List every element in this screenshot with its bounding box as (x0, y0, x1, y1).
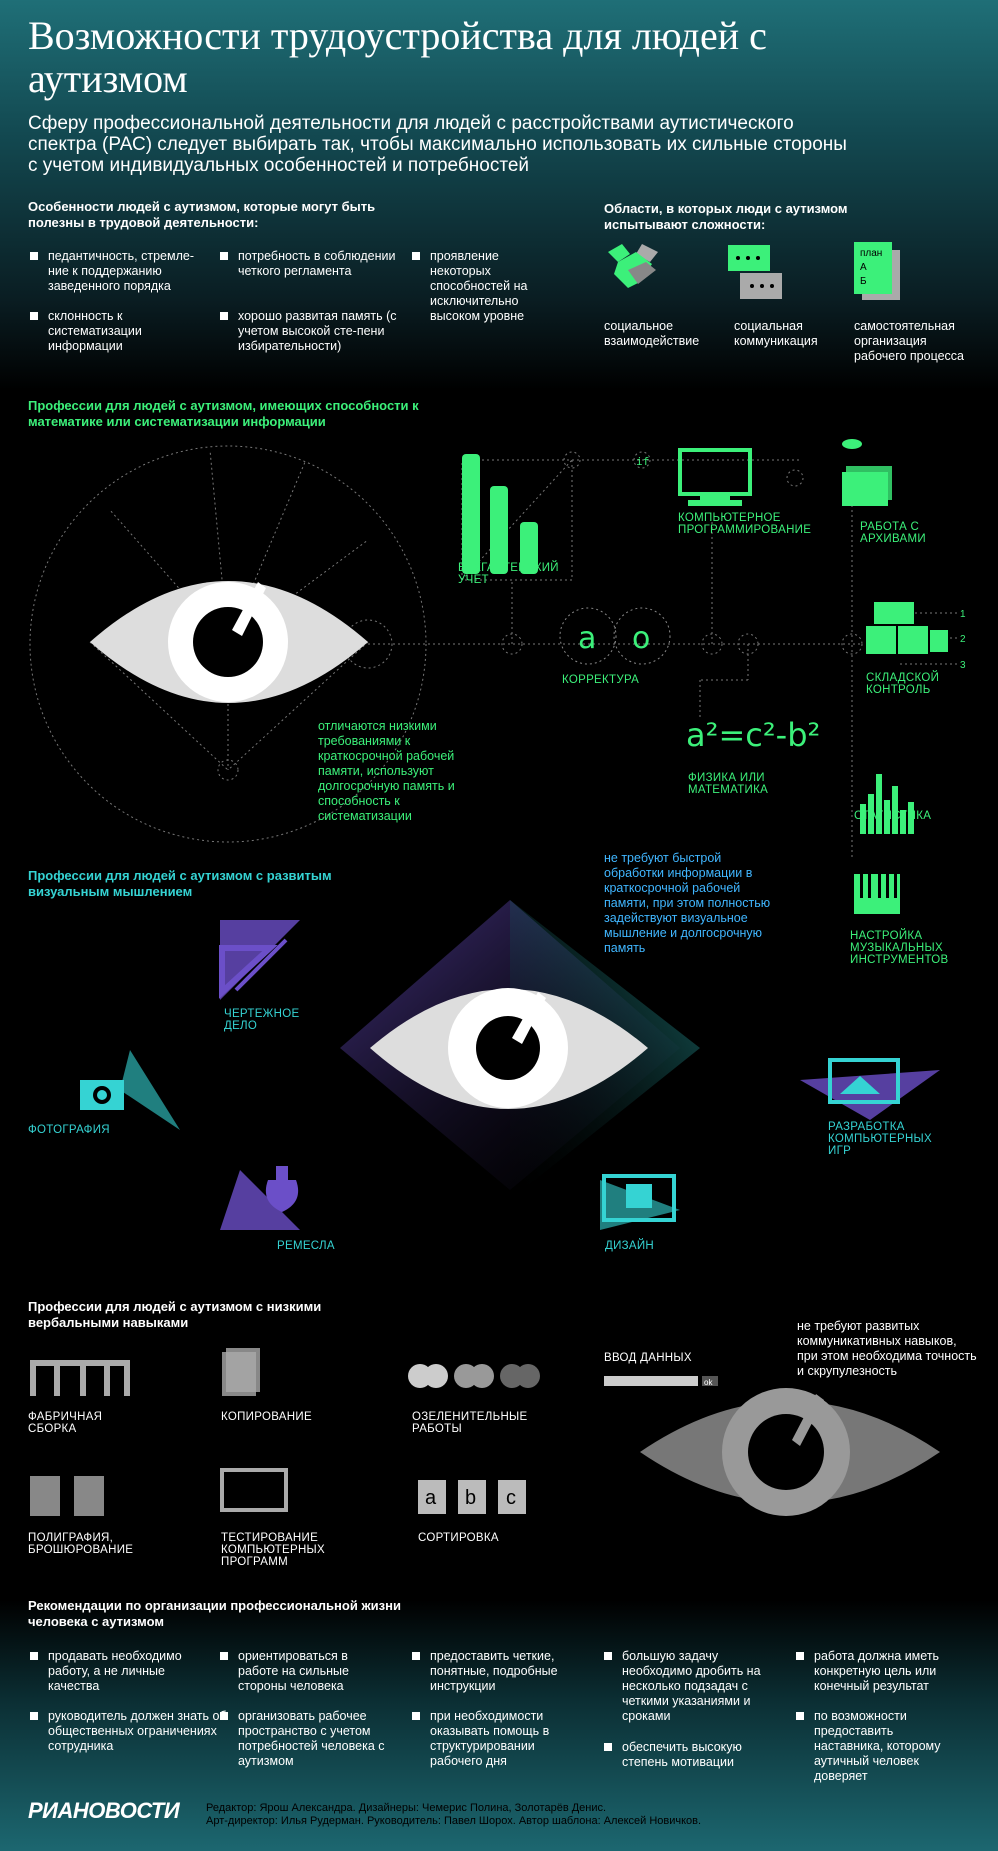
math-note: отличаются низкими требованиями к кратко… (318, 719, 455, 823)
recommendation-item: при необходимости оказывать помощь в стр… (412, 1709, 590, 1769)
verbal-diagram: ok a b c (30, 1348, 940, 1516)
math-heading: Профессии для людей с аутизмом, имеющих … (28, 398, 419, 429)
sort-b: b (465, 1487, 476, 1509)
credits-line-2: Арт-директор: Илья Рудерман. Руководител… (206, 1815, 702, 1827)
recommendation-item: обеспечить высокую степень мотивации (604, 1740, 782, 1770)
feature-item: хорошо развитая память (с учетом высокой… (220, 309, 413, 354)
visual-diagram (80, 900, 940, 1230)
plan-text: план (860, 248, 882, 259)
label-warehouse: СКЛАДСКОЙ КОНТРОЛЬ (866, 672, 940, 696)
label-programming: КОМПЬЮТЕРНОЕ ПРОГРАММИРОВАНИЕ (678, 512, 812, 536)
label-printing: ПОЛИГРАФИЯ, БРОШЮРОВАНИЕ (28, 1532, 134, 1556)
label-data-entry: ВВОД ДАННЫХ (604, 1352, 692, 1364)
label-proofreading: КОРРЕКТУРА (562, 674, 640, 686)
label-drafting: ЧЕРТЕЖНОЕ ДЕЛО (224, 1008, 300, 1032)
plan-b: Б (860, 276, 867, 287)
chat-icon (728, 245, 782, 299)
recommendation-item: большую задачу необходимо дробить на нес… (604, 1649, 782, 1724)
label-games: РАЗРАБОТКА КОМПЬЮТЕРНЫХ ИГР (828, 1121, 933, 1157)
formula: a²=c²-b² (686, 716, 820, 754)
verbal-heading: Профессии для людей с аутизмом с низкими… (28, 1299, 322, 1330)
label-testing: ТЕСТИРОВАНИЕ КОМПЬЮТЕРНЫХ ПРОГРАММ (221, 1532, 326, 1568)
recommendation-item: по возможности предоставить наставника, … (796, 1709, 964, 1784)
plan-icon: план А Б (854, 242, 900, 300)
difficulty-item: самостоятельная организация рабочего про… (854, 319, 965, 363)
label-photo: ФОТОГРАФИЯ (28, 1124, 110, 1136)
feature-item: проявление некоторых способностей на иск… (412, 249, 560, 324)
label-physics: ФИЗИКА ИЛИ МАТЕМАТИКА (688, 772, 769, 796)
label-music: НАСТРОЙКА МУЗЫКАЛЬНЫХ ИНСТРУМЕНТОВ (850, 930, 949, 966)
label-accounting: БУХГАЛТЕРСКИЙ УЧЕТ (458, 562, 559, 586)
ria-logo: РИАНОВОСТИ (28, 1798, 180, 1823)
recommendation-item: организовать рабочее пространство с учет… (220, 1709, 398, 1769)
recommendation-item: работа должна иметь конкретную цель или … (796, 1649, 974, 1694)
feature-item: педантичность, стремле-ние к поддержанию… (30, 249, 213, 294)
visual-heading: Профессии для людей с аутизмом с развиты… (28, 868, 332, 899)
wh-num-3: 3 (960, 660, 966, 671)
recommendations-heading: Рекомендации по организации профессионал… (28, 1598, 401, 1629)
difficulties-heading: Области, в которых люди с аутизмом испыт… (604, 201, 848, 232)
label-gardening: ОЗЕЛЕНИТЕЛЬНЫЕ РАБОТЫ (412, 1411, 528, 1435)
label-factory: ФАБРИЧНАЯ СБОРКА (28, 1411, 103, 1435)
handshake-icon (608, 244, 658, 288)
sort-a: a (425, 1487, 437, 1509)
verbal-note: не требуют развитых коммуникативных навы… (797, 1319, 977, 1378)
label-archives: РАБОТА С АРХИВАМИ (860, 521, 926, 545)
features-heading: Особенности людей с аутизмом, которые мо… (28, 199, 376, 230)
label-statistics: СТАТИСТИКА (854, 810, 932, 822)
recommendation-item: продавать необходимо работу, а не личные… (30, 1649, 208, 1694)
recommendation-item: руководитель должен знать об общественны… (30, 1709, 228, 1754)
if-label: if (636, 455, 649, 468)
feature-item: склонность к систематизации информации (30, 309, 213, 354)
intro-text: Сферу профессиональной деятельности для … (28, 113, 847, 176)
recommendation-item: ориентироваться в работе на сильные стор… (220, 1649, 388, 1694)
difficulty-item: социальная коммуникация (734, 319, 818, 348)
label-copying: КОПИРОВАНИЕ (221, 1411, 312, 1423)
math-diagram: а о if 1 2 3 a²=c²-b² (29, 439, 966, 914)
label-crafts: РЕМЕСЛА (277, 1240, 335, 1252)
letter-o: о (632, 621, 650, 656)
difficulty-item: социальное взаимодействие (604, 319, 700, 348)
plan-a: А (860, 262, 867, 273)
ok-text: ok (704, 1378, 713, 1387)
visual-note: не требуют быстрой обработки информации … (604, 851, 771, 955)
label-design: ДИЗАЙН (605, 1240, 655, 1252)
letter-a: а (578, 621, 596, 656)
label-sorting: СОРТИРОВКА (418, 1532, 499, 1544)
credits-line-1: Редактор: Ярош Александра. Дизайнеры: Че… (206, 1802, 607, 1814)
recommendation-item: предоставить четкие, понятные, подробные… (412, 1649, 590, 1694)
sort-c: c (506, 1487, 516, 1509)
wh-num-1: 1 (960, 609, 966, 620)
wh-num-2: 2 (960, 634, 966, 645)
feature-item: потребность в соблюдении четкого регламе… (220, 249, 413, 279)
page-title: Возможности трудоустройства для людей с … (28, 13, 767, 101)
